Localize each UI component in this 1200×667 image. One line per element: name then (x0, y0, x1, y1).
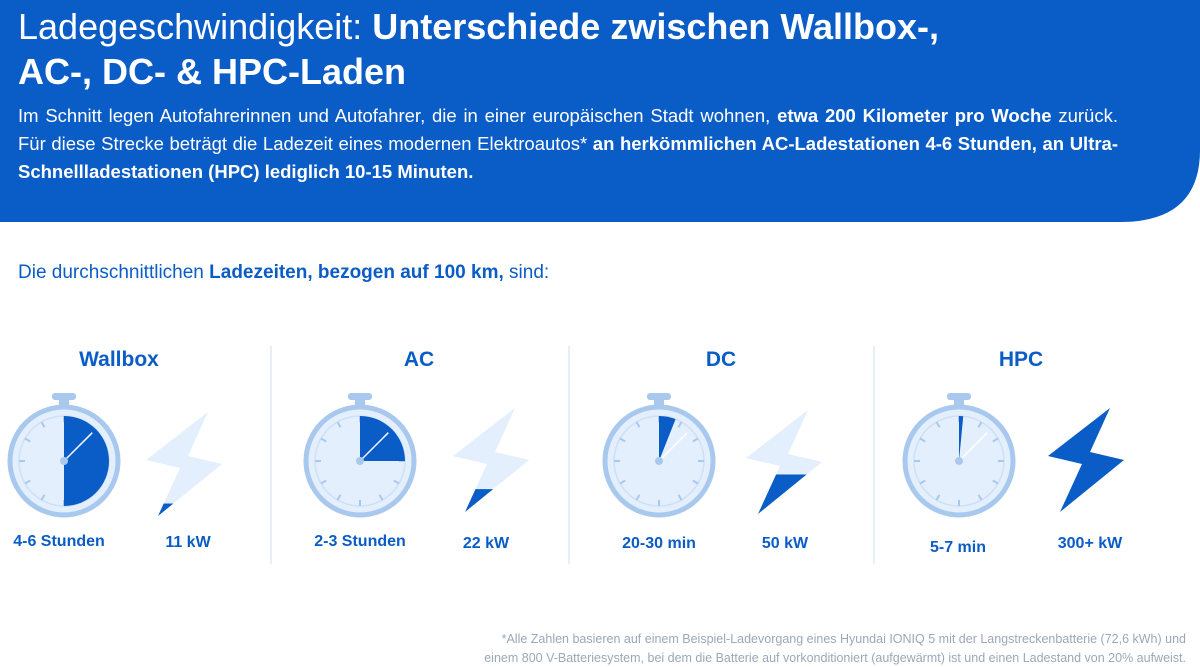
stopwatch-tick (336, 494, 342, 501)
lightning-bolt-icon (1048, 408, 1124, 512)
bolt-outline (746, 410, 822, 514)
charge-power-dc: 50 kW (761, 535, 809, 552)
stopwatch-crown (52, 393, 76, 400)
stopwatch-tick (992, 479, 999, 485)
stopwatch-crown (647, 393, 671, 400)
stopwatch-tick (692, 479, 699, 485)
stopwatch-icon (902, 393, 1016, 518)
bolt-fill (1048, 408, 1124, 512)
stopwatch-tick (619, 437, 626, 443)
stopwatch-crown (947, 393, 971, 400)
title-bold-line-2: AC-, DC- & HPC-Laden (18, 51, 406, 92)
stopwatch-tick (24, 479, 31, 485)
charge-power-wallbox: 11 kW (165, 534, 211, 551)
stopwatch-tick (935, 421, 941, 428)
charge-time-hpc: 5-7 min (929, 539, 986, 556)
stopwatch-hand (63, 432, 93, 462)
stopwatch-center (356, 457, 364, 465)
column-title-wallbox: Wallbox (79, 348, 159, 371)
stopwatch-sector (64, 416, 109, 506)
stopwatch-tick (336, 421, 342, 428)
stopwatch-tick (40, 421, 46, 428)
stopwatch-center (955, 457, 963, 465)
stopwatch-tick (24, 437, 31, 443)
footnote-line-1: *Alle Zahlen basieren auf einem Beispiel… (501, 632, 1186, 646)
charge-power-ac: 22 kW (462, 535, 510, 552)
stopwatch-icon (7, 393, 121, 518)
column-divider (568, 346, 570, 564)
stopwatch-tick (635, 421, 641, 428)
bolt-fill (146, 503, 222, 516)
stopwatch-icon (602, 393, 716, 518)
subtitle-part-2: Ladezeiten, bezogen auf 100 km, (209, 262, 504, 283)
column-divider (873, 346, 875, 564)
footnote: *Alle Zahlen basieren auf einem Beispiel… (306, 630, 1186, 667)
title-regular: Ladegeschwindigkeit: (18, 6, 373, 47)
stopwatch-tick (320, 437, 327, 443)
title-bold-line-1: Unterschiede zwischen Wallbox-, (372, 6, 940, 47)
intro-text: Im Schnitt legen Autofahrerinnen und Aut… (18, 102, 1118, 186)
column-divider (270, 346, 272, 564)
intro-part-2: etwa 200 Kilometer pro Woche (777, 105, 1052, 126)
charge-time-ac: 2-3 Stunden (314, 533, 406, 550)
stopwatch-tick (977, 421, 983, 428)
column-title-ac: AC (403, 348, 435, 371)
bolt-fill (453, 489, 529, 512)
header-banner (0, 0, 1200, 222)
column-title-hpc: HPC (998, 348, 1044, 371)
stopwatch-tick (692, 437, 699, 443)
stopwatch-tick (378, 494, 384, 501)
stopwatch-sector (959, 416, 964, 461)
intro-part-4: an herkömmlichen AC-Ladestationen 4-6 St… (18, 133, 1118, 182)
stopwatch-tick (320, 479, 327, 485)
intro-part-3: zurück. Für diese Strecke beträgt die La… (18, 105, 1118, 154)
stopwatch-tick (635, 494, 641, 501)
stopwatch-hand (658, 432, 688, 462)
bolt-fill (746, 474, 822, 514)
stopwatch-tick (619, 479, 626, 485)
lightning-bolt-icon (146, 412, 222, 516)
stopwatch-tick (977, 494, 983, 501)
stopwatch-tick (935, 494, 941, 501)
stopwatch-stem (954, 399, 964, 409)
charge-time-dc: 20-30 min (622, 535, 696, 552)
stopwatch-hand (958, 432, 988, 462)
lightning-bolt-icon (453, 408, 529, 512)
stopwatch-stem (59, 399, 69, 409)
section-subtitle: Die durchschnittlichen Ladezeiten, bezog… (18, 262, 549, 284)
stopwatch-tick (919, 437, 926, 443)
stopwatch-tick (677, 494, 683, 501)
lightning-bolt-icon (746, 410, 822, 514)
charge-time-wallbox: 4-6 Stunden (13, 533, 105, 550)
intro-part-1: Im Schnitt legen Autofahrerinnen und Aut… (18, 105, 778, 126)
stopwatch-crown (348, 393, 372, 400)
stopwatch-stem (355, 399, 365, 409)
stopwatch-tick (992, 437, 999, 443)
stopwatch-center (60, 457, 68, 465)
stopwatch-center (655, 457, 663, 465)
stopwatch-tick (40, 494, 46, 501)
bolt-outline (146, 412, 222, 516)
charge-power-hpc: 300+ kW (1057, 535, 1123, 552)
stopwatch-tick (677, 421, 683, 428)
footnote-line-2: einem 800 V-Batteriesystem, bei dem die … (484, 651, 1186, 665)
stopwatch-hand (359, 432, 389, 462)
bolt-outline (453, 408, 529, 512)
stopwatch-sector (659, 416, 676, 461)
stopwatch-stem (654, 399, 664, 409)
stopwatch-tick (393, 479, 400, 485)
subtitle-part-3: sind: (503, 262, 550, 283)
column-title-dc: DC (705, 348, 737, 371)
stopwatch-tick (919, 479, 926, 485)
page-title: Ladegeschwindigkeit: Unterschiede zwisch… (18, 4, 1178, 94)
subtitle-part-1: Die durchschnittlichen (18, 262, 210, 283)
stopwatch-icon (303, 393, 417, 518)
